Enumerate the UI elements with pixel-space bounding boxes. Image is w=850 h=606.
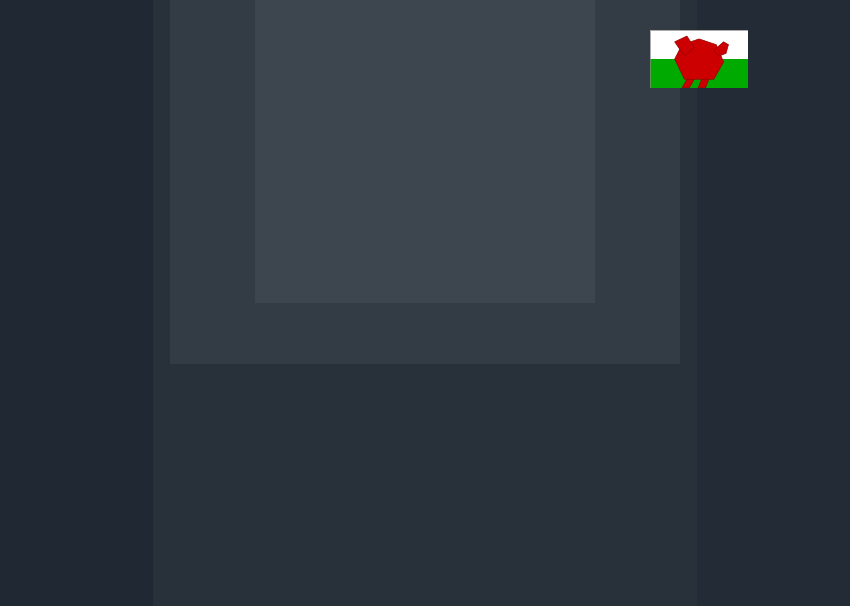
Text: 41,200 GBP: 41,200 GBP [73, 398, 151, 410]
Bar [650, 59, 748, 88]
Bar [310, 369, 317, 507]
Text: 46,800 GBP: 46,800 GBP [289, 342, 367, 355]
Text: salary: salary [564, 84, 615, 99]
Bar [170, 0, 680, 364]
Polygon shape [310, 367, 411, 369]
Text: .com: .com [654, 84, 694, 99]
Text: explorer: explorer [599, 84, 668, 99]
Text: 61,100 GBP: 61,100 GBP [435, 302, 513, 315]
Polygon shape [675, 36, 694, 56]
FancyBboxPatch shape [574, 270, 660, 507]
Polygon shape [698, 79, 709, 88]
Bar [574, 270, 581, 507]
Text: +31%: +31% [381, 263, 457, 287]
Polygon shape [442, 324, 542, 327]
Bar [650, 30, 748, 59]
Text: +32%: +32% [513, 206, 589, 230]
Text: +13%: +13% [246, 305, 322, 330]
Polygon shape [574, 266, 674, 270]
Polygon shape [172, 384, 272, 385]
Text: Wales: Wales [133, 166, 198, 185]
Text: Bachelor's
Degree: Bachelor's Degree [453, 521, 531, 550]
Text: Certificate or
Diploma: Certificate or Diploma [311, 521, 411, 550]
Text: Master's
Degree: Master's Degree [592, 521, 656, 550]
Text: High School: High School [178, 521, 267, 534]
Polygon shape [660, 266, 674, 507]
Polygon shape [682, 79, 694, 88]
Text: Average Yearly Salary: Average Yearly Salary [751, 290, 762, 396]
Text: Salary Comparison By Education: Salary Comparison By Education [133, 87, 666, 115]
Polygon shape [528, 324, 542, 507]
FancyBboxPatch shape [442, 327, 528, 507]
Bar [442, 327, 449, 507]
Bar [0, 0, 153, 606]
Polygon shape [258, 384, 272, 507]
Bar [255, 0, 595, 303]
Text: 80,500 GBP: 80,500 GBP [561, 245, 638, 258]
Polygon shape [714, 42, 728, 56]
Bar [172, 385, 179, 507]
FancyBboxPatch shape [172, 385, 258, 507]
Polygon shape [675, 39, 723, 79]
Text: Media Planner: Media Planner [133, 131, 261, 149]
Polygon shape [396, 367, 411, 507]
Bar [697, 0, 850, 606]
FancyBboxPatch shape [310, 369, 396, 507]
